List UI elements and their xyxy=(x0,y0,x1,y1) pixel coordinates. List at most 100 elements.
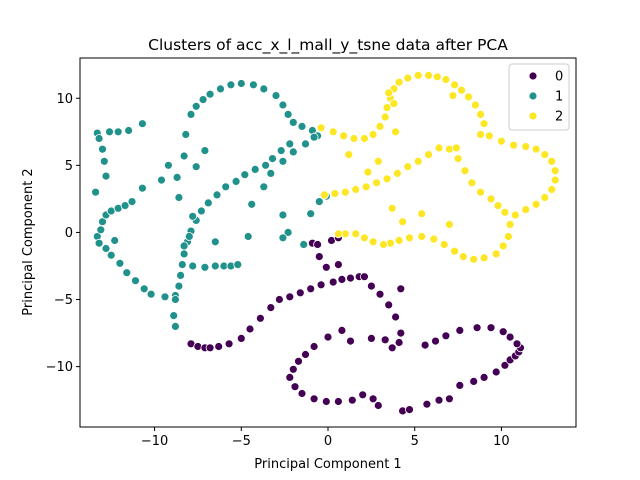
data-point-cluster-1 xyxy=(137,119,147,129)
data-point-cluster-1 xyxy=(314,197,324,207)
data-point-cluster-1 xyxy=(131,276,140,286)
data-point-cluster-0 xyxy=(498,327,508,337)
data-point-cluster-2 xyxy=(493,201,503,211)
data-point-cluster-1 xyxy=(278,156,288,166)
data-point-cluster-2 xyxy=(403,162,413,172)
data-point-cluster-2 xyxy=(467,178,477,188)
data-point-cluster-1 xyxy=(301,139,310,149)
data-point-cluster-0 xyxy=(347,395,357,405)
legend: 0 1 2 xyxy=(508,63,570,131)
data-point-cluster-1 xyxy=(259,182,269,192)
data-point-cluster-0 xyxy=(394,338,404,347)
data-point-cluster-2 xyxy=(521,142,531,152)
legend-marker-0 xyxy=(528,71,538,81)
data-point-cluster-1 xyxy=(186,110,196,119)
x-tick-label: −10 xyxy=(141,434,168,449)
data-point-cluster-0 xyxy=(420,340,430,350)
data-point-cluster-1 xyxy=(174,281,184,291)
data-point-cluster-1 xyxy=(288,147,298,157)
data-point-cluster-0 xyxy=(455,380,465,390)
data-point-cluster-0 xyxy=(321,262,331,272)
data-point-cluster-0 xyxy=(375,289,385,299)
data-point-cluster-1 xyxy=(231,176,241,186)
x-tick-label: −5 xyxy=(232,434,251,449)
data-point-cluster-2 xyxy=(450,80,460,90)
x-axis-label: Principal Component 1 xyxy=(254,457,401,472)
data-point-cluster-1 xyxy=(188,261,198,271)
data-point-cluster-2 xyxy=(394,77,404,87)
data-point-cluster-2 xyxy=(387,203,397,213)
data-point-cluster-1 xyxy=(198,95,208,104)
data-point-cluster-2 xyxy=(479,253,489,263)
data-point-cluster-2 xyxy=(505,219,515,229)
data-point-cluster-1 xyxy=(266,168,276,178)
data-point-cluster-1 xyxy=(96,225,106,235)
data-point-cluster-1 xyxy=(196,206,206,216)
data-point-cluster-0 xyxy=(245,324,255,334)
data-point-cluster-2 xyxy=(380,112,390,122)
data-point-cluster-1 xyxy=(169,311,179,321)
data-point-cluster-1 xyxy=(203,198,213,208)
data-point-cluster-1 xyxy=(210,261,220,271)
data-point-cluster-0 xyxy=(321,397,331,406)
data-point-cluster-0 xyxy=(285,292,295,302)
data-point-cluster-2 xyxy=(417,232,427,241)
data-point-cluster-2 xyxy=(550,166,560,176)
data-point-cluster-0 xyxy=(500,360,510,370)
data-point-cluster-1 xyxy=(122,268,132,278)
data-point-cluster-0 xyxy=(358,390,368,400)
data-point-cluster-0 xyxy=(359,272,369,282)
legend-box xyxy=(508,63,570,131)
data-point-cluster-2 xyxy=(391,127,401,137)
data-point-cluster-1 xyxy=(309,132,319,142)
data-point-cluster-2 xyxy=(417,209,427,219)
y-axis-label: Principal Component 2 xyxy=(21,168,36,315)
data-point-cluster-2 xyxy=(509,140,518,150)
data-point-cluster-2 xyxy=(372,178,382,188)
data-point-cluster-1 xyxy=(179,151,189,161)
data-point-cluster-1 xyxy=(137,183,147,193)
data-point-cluster-2 xyxy=(382,103,392,112)
data-point-cluster-2 xyxy=(476,110,486,119)
data-point-cluster-0 xyxy=(368,394,378,404)
data-point-cluster-2 xyxy=(448,91,458,100)
data-point-cluster-1 xyxy=(106,250,116,260)
data-point-cluster-1 xyxy=(226,80,236,90)
y-tick-label: 10 xyxy=(56,92,73,107)
data-point-cluster-1 xyxy=(179,249,189,259)
data-point-cluster-2 xyxy=(491,249,501,259)
data-point-cluster-2 xyxy=(444,219,454,229)
data-point-cluster-1 xyxy=(205,89,215,99)
data-point-cluster-1 xyxy=(115,258,125,268)
data-point-cluster-1 xyxy=(113,127,123,137)
data-point-cluster-1 xyxy=(236,79,246,88)
data-point-cluster-2 xyxy=(451,143,461,153)
data-point-cluster-1 xyxy=(170,295,180,304)
data-point-cluster-0 xyxy=(313,240,323,249)
data-point-cluster-2 xyxy=(498,241,508,251)
data-point-cluster-2 xyxy=(349,134,359,143)
y-tick-label: −10 xyxy=(46,360,73,375)
data-point-cluster-2 xyxy=(344,150,354,160)
data-point-cluster-2 xyxy=(359,233,369,243)
data-point-cluster-2 xyxy=(340,187,350,197)
y-tick-label: −5 xyxy=(54,293,73,308)
data-point-cluster-0 xyxy=(434,395,444,405)
data-point-cluster-1 xyxy=(110,236,120,245)
data-point-cluster-2 xyxy=(424,150,434,160)
data-point-cluster-0 xyxy=(337,274,347,284)
legend-label-0: 0 xyxy=(555,70,563,85)
x-tick-label: 5 xyxy=(411,434,419,449)
data-point-cluster-0 xyxy=(505,332,515,342)
data-point-cluster-2 xyxy=(382,174,392,184)
legend-label-1: 1 xyxy=(555,90,563,105)
data-point-cluster-0 xyxy=(384,300,394,310)
data-point-cluster-2 xyxy=(469,254,479,264)
data-point-cluster-2 xyxy=(368,130,378,139)
data-point-cluster-1 xyxy=(99,156,109,166)
data-point-cluster-2 xyxy=(328,127,338,137)
x-tick-label: 0 xyxy=(324,434,332,449)
data-point-cluster-2 xyxy=(368,237,378,247)
data-point-cluster-1 xyxy=(221,182,231,192)
data-point-cluster-1 xyxy=(278,233,288,243)
